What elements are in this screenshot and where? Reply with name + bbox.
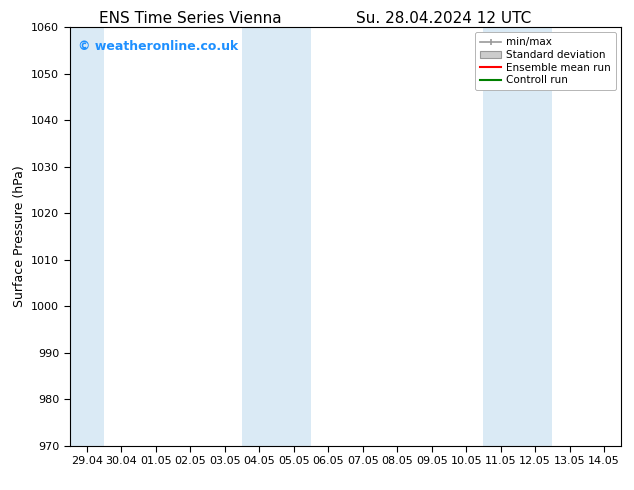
Text: © weatheronline.co.uk: © weatheronline.co.uk [78,40,238,52]
Legend: min/max, Standard deviation, Ensemble mean run, Controll run: min/max, Standard deviation, Ensemble me… [475,32,616,90]
Text: ENS Time Series Vienna: ENS Time Series Vienna [99,11,281,26]
Bar [483,27,552,446]
Y-axis label: Surface Pressure (hPa): Surface Pressure (hPa) [13,166,25,307]
Bar [242,27,311,446]
Bar [70,27,104,446]
Text: Su. 28.04.2024 12 UTC: Su. 28.04.2024 12 UTC [356,11,531,26]
